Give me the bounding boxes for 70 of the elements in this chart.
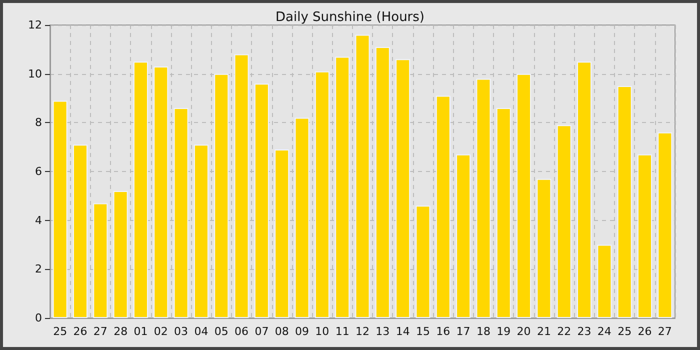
x-tick-label: 22 bbox=[557, 325, 572, 338]
bar bbox=[436, 96, 450, 318]
bar bbox=[294, 118, 310, 318]
bar bbox=[254, 84, 269, 318]
x-tick-label: 21 bbox=[536, 325, 551, 338]
x-tick-label: 15 bbox=[416, 325, 430, 338]
y-tick-label: 8 bbox=[35, 116, 42, 130]
x-tick-label: 09 bbox=[295, 325, 310, 338]
bar bbox=[72, 144, 88, 318]
bar bbox=[314, 71, 330, 318]
x-tick-label: 17 bbox=[456, 325, 470, 338]
bar bbox=[214, 74, 229, 318]
bar bbox=[496, 108, 511, 318]
bar bbox=[456, 154, 471, 318]
chart-title: Daily Sunshine (Hours) bbox=[276, 10, 424, 25]
bar bbox=[375, 46, 390, 318]
x-tick-label: 25 bbox=[618, 325, 632, 338]
y-tick-label: 12 bbox=[28, 18, 42, 32]
bar bbox=[556, 125, 572, 318]
x-tick-label: 24 bbox=[597, 325, 612, 338]
bar bbox=[335, 56, 350, 318]
bar bbox=[93, 203, 108, 318]
bar bbox=[396, 59, 410, 318]
y-tick-label: 10 bbox=[28, 67, 42, 80]
x-tick-label: 27 bbox=[658, 325, 672, 338]
x-tick-label: 08 bbox=[274, 325, 289, 338]
bar bbox=[52, 100, 68, 318]
bar bbox=[113, 191, 128, 318]
bar bbox=[536, 178, 552, 318]
bar bbox=[154, 66, 168, 318]
bar bbox=[194, 144, 208, 318]
x-tick-label: 06 bbox=[234, 325, 249, 338]
x-tick-label: 26 bbox=[73, 325, 88, 338]
y-tick-label: 6 bbox=[35, 165, 42, 178]
bar bbox=[174, 108, 188, 318]
bar bbox=[658, 132, 672, 318]
x-tick-label: 14 bbox=[396, 325, 410, 338]
bar bbox=[133, 62, 148, 318]
x-tick-label: 20 bbox=[516, 325, 531, 338]
x-tick-label: 01 bbox=[134, 325, 148, 338]
x-tick-label: 12 bbox=[356, 325, 370, 338]
x-tick-label: 13 bbox=[376, 325, 390, 338]
x-tick-label: 05 bbox=[214, 325, 228, 338]
bar bbox=[355, 34, 370, 318]
x-tick-label: 04 bbox=[194, 325, 208, 338]
bar bbox=[597, 244, 612, 318]
bar bbox=[516, 74, 532, 318]
x-tick-label: 25 bbox=[53, 325, 68, 338]
bar bbox=[638, 154, 652, 318]
bar bbox=[416, 206, 430, 318]
bar bbox=[234, 54, 249, 318]
y-tick-label: 0 bbox=[35, 312, 42, 324]
x-tick-label: 27 bbox=[93, 325, 108, 338]
x-tick-label: 19 bbox=[496, 325, 511, 338]
x-tick-label: 03 bbox=[174, 325, 188, 338]
x-tick-label: 28 bbox=[114, 325, 128, 338]
x-tick-label: 18 bbox=[476, 325, 490, 338]
x-tick-label: 10 bbox=[315, 325, 330, 338]
bar bbox=[274, 150, 290, 318]
x-tick-label: 16 bbox=[436, 325, 450, 338]
x-tick-label: 23 bbox=[577, 325, 592, 338]
x-tick-label: 26 bbox=[638, 325, 652, 338]
bar bbox=[577, 62, 592, 318]
y-tick-label: 2 bbox=[35, 262, 42, 276]
x-tick-label: 07 bbox=[254, 325, 269, 338]
bar bbox=[476, 78, 491, 318]
x-tick-label: 02 bbox=[154, 325, 168, 338]
x-tick-label: 11 bbox=[335, 325, 350, 338]
y-tick-label: 4 bbox=[35, 214, 42, 227]
bar bbox=[617, 86, 632, 318]
